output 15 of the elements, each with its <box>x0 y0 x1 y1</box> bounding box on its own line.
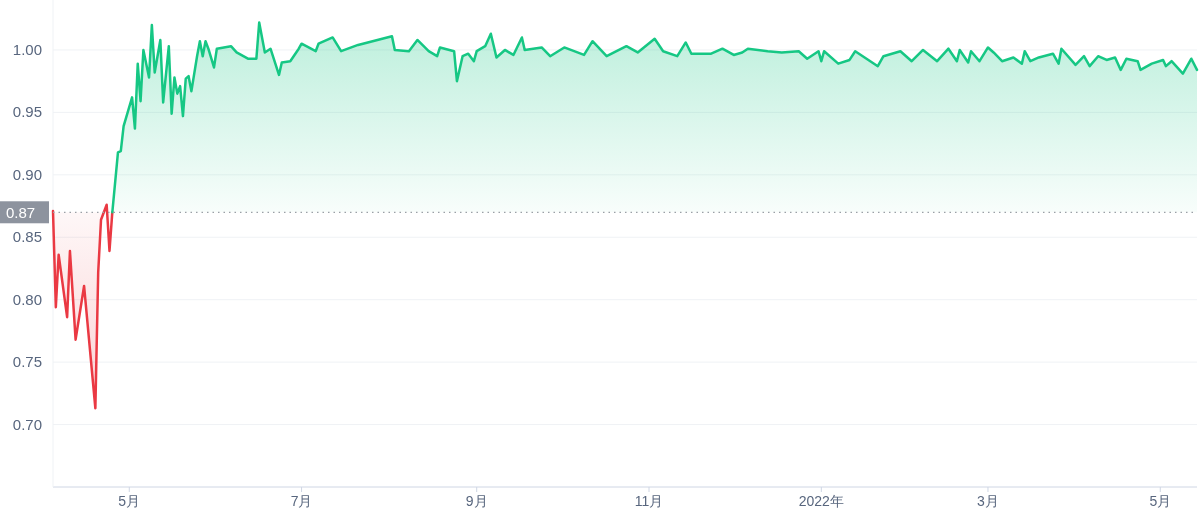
y-tick-label: 0.75 <box>12 353 42 371</box>
ref-line-label: 0.87 <box>6 204 36 222</box>
x-tick-label: 7月 <box>290 493 313 509</box>
x-tick-label: 5月 <box>118 493 141 509</box>
x-tick-label: 9月 <box>465 493 488 509</box>
y-tick-label: 0.70 <box>12 415 42 433</box>
x-tick-label: 5月 <box>1149 493 1172 509</box>
x-tick-label: 3月 <box>977 493 999 509</box>
y-tick-label: 0.80 <box>12 290 42 308</box>
x-tick-label: 11月 <box>634 493 664 509</box>
y-tick-label: 0.85 <box>12 228 42 246</box>
y-tick-label: 0.95 <box>12 103 42 121</box>
y-tick-label: 1.00 <box>12 40 42 58</box>
y-tick-label: 0.90 <box>12 165 42 183</box>
x-tick-label: 2022年 <box>798 493 844 509</box>
